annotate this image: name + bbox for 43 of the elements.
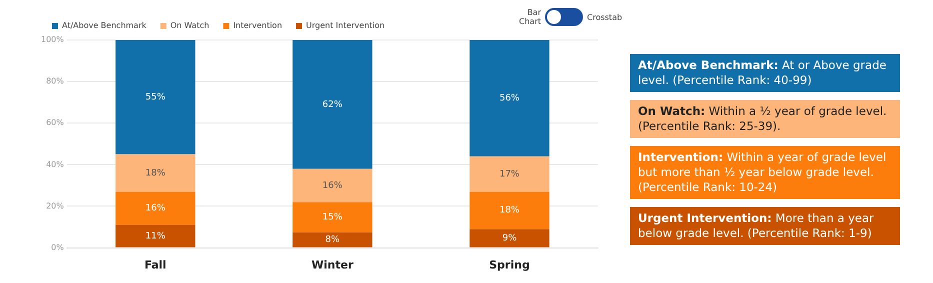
- y-tick-label: 60%: [46, 118, 64, 128]
- data-label: 11%: [145, 231, 166, 242]
- legend-label: On Watch: [170, 21, 210, 30]
- data-label: 18%: [145, 168, 166, 178]
- data-label: 8%: [325, 235, 340, 246]
- bar: [292, 202, 372, 232]
- x-tick-label: Winter: [311, 258, 354, 272]
- bar: [470, 40, 550, 156]
- y-tick-label: 0%: [51, 242, 64, 252]
- bar: [470, 229, 550, 248]
- text: Urgent Intervention: More than a year below grade level. (Percentile Rank: 1-9): [630, 207, 900, 245]
- data-label: 56%: [499, 94, 520, 104]
- x-tick-label: Spring: [489, 258, 530, 272]
- data-label: 9%: [502, 234, 518, 244]
- y-tick-label: 40%: [46, 160, 64, 169]
- bar: [116, 192, 196, 225]
- data-label: 55%: [145, 92, 166, 102]
- bar: [470, 156, 550, 192]
- bar: [292, 232, 372, 248]
- data-label: 15%: [322, 212, 343, 222]
- text: Intervention: Within a year of grade level but more than ½ year below grade level. (Percentile Rank: 10-24): [630, 146, 900, 199]
- bar: [292, 40, 372, 169]
- legend-label: Urgent Intervention: [306, 21, 385, 30]
- bar: [292, 168, 372, 202]
- data-label: 62%: [322, 100, 343, 110]
- data-label: 16%: [145, 204, 166, 214]
- bar: [116, 224, 196, 248]
- y-tick-label: 100%: [40, 35, 64, 44]
- x-tick-label: Fall: [144, 258, 166, 272]
- text: On Watch: Within a ½ year of grade level. (Percentile Rank: 25-39).: [630, 100, 900, 138]
- legend-label: Intervention: [233, 21, 282, 30]
- text: Bar Chart: [518, 8, 541, 26]
- data-label: 17%: [499, 169, 520, 180]
- data-label: 16%: [322, 180, 343, 191]
- bar: [470, 192, 550, 230]
- y-tick-label: 80%: [46, 76, 64, 86]
- bar: [116, 40, 196, 154]
- bar: [116, 154, 196, 192]
- data-label: 18%: [499, 206, 520, 216]
- y-tick-label: 20%: [46, 201, 64, 210]
- legend-label: At/Above Benchmark: [62, 21, 147, 30]
- text: Crosstab: [587, 12, 622, 22]
- text: At/Above Benchmark: At or Above grade level. (Percentile Rank: 40-99): [630, 54, 900, 92]
